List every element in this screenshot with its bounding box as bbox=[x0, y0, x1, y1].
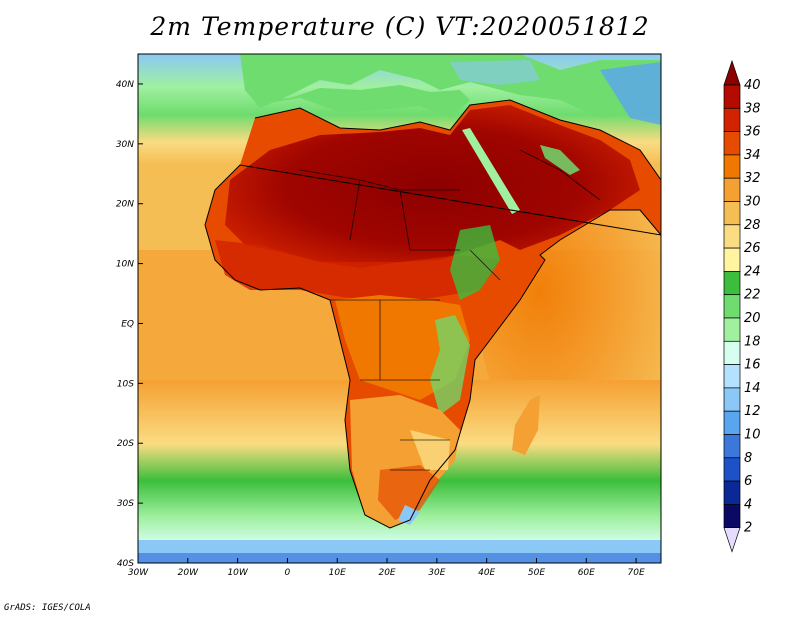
colorbar-label: 28 bbox=[744, 218, 761, 233]
colorbar-swatch bbox=[723, 434, 741, 459]
colorbar-swatch bbox=[723, 340, 741, 365]
colorbar-label: 4 bbox=[744, 497, 752, 512]
southern-africa bbox=[350, 395, 460, 528]
colorbar-label: 8 bbox=[744, 451, 752, 466]
colorbar-swatch bbox=[723, 504, 741, 529]
lon-tick-label: 30W bbox=[128, 568, 149, 578]
colorbar-label: 24 bbox=[744, 264, 761, 279]
colorbar-label: 38 bbox=[744, 101, 761, 116]
sahel-band bbox=[215, 240, 500, 300]
colorbar-swatch bbox=[723, 387, 741, 412]
persian-gulf bbox=[540, 145, 580, 175]
colorbar-swatch bbox=[723, 131, 741, 156]
kalahari bbox=[378, 465, 440, 520]
colorbar-swatch bbox=[723, 457, 741, 482]
colorbar-label: 34 bbox=[744, 148, 761, 163]
mediterranean-sea bbox=[255, 85, 470, 118]
colorbar-label: 30 bbox=[744, 195, 761, 210]
colorbar-swatch bbox=[723, 84, 741, 109]
colorbar-label: 26 bbox=[744, 241, 761, 256]
red-sea bbox=[462, 128, 520, 214]
colorbar-label: 12 bbox=[744, 404, 761, 419]
colorbar-label: 16 bbox=[744, 358, 761, 373]
lat-tick-label: 40N bbox=[116, 80, 134, 90]
central-asia-mountains bbox=[600, 62, 661, 125]
colorbar-swatch bbox=[723, 201, 741, 226]
colorbar-label: 6 bbox=[744, 474, 752, 489]
great-lakes-highlands bbox=[430, 315, 470, 415]
lat-tick-label: 10S bbox=[117, 379, 134, 389]
colorbar-swatch bbox=[723, 271, 741, 296]
map-field bbox=[138, 54, 661, 563]
colorbar-swatch bbox=[723, 247, 741, 272]
lon-tick-label: 60E bbox=[578, 568, 595, 578]
colorbar-label: 40 bbox=[744, 78, 761, 93]
lat-tick-label: 20N bbox=[116, 200, 134, 210]
lon-tick-label: 20W bbox=[178, 568, 199, 578]
lon-tick-label: 10W bbox=[227, 568, 248, 578]
colorbar: 40 38 36 34 32 30 28 26 24 22 20 18 16 14 12 10 8 6 4 2 bbox=[723, 59, 761, 553]
colorbar-label: 14 bbox=[744, 381, 761, 396]
lat-tick-label: EQ bbox=[121, 319, 134, 329]
colorbar-swatch bbox=[723, 154, 741, 179]
colorbar-label: 22 bbox=[744, 288, 761, 303]
lon-tick-label: 40E bbox=[478, 568, 495, 578]
colorbar-label: 18 bbox=[744, 334, 761, 349]
ethiopian-highlands bbox=[450, 225, 500, 300]
europe-land bbox=[240, 54, 661, 118]
lon-tick-label: 0 bbox=[285, 568, 291, 578]
lat-tick-label: 20S bbox=[117, 439, 134, 449]
madagascar bbox=[512, 395, 540, 455]
colorbar-label: 2 bbox=[744, 521, 752, 536]
sahara-hot-zone bbox=[225, 105, 640, 268]
credit-text: GrADS: IGES/COLA bbox=[4, 603, 91, 613]
colorbar-swatch bbox=[723, 294, 741, 319]
longitude-ticks: 30W 20W 10W 0 10E 20E 30E 40E 50E 60E 70E bbox=[128, 558, 645, 578]
lon-tick-label: 50E bbox=[528, 568, 545, 578]
colorbar-label: 20 bbox=[744, 311, 761, 326]
colorbar-label: 36 bbox=[744, 125, 761, 140]
colorbar-swatch bbox=[723, 364, 741, 389]
lon-tick-label: 70E bbox=[628, 568, 645, 578]
colorbar-swatch bbox=[723, 177, 741, 202]
coastline bbox=[204, 99, 661, 529]
lon-tick-label: 30E bbox=[428, 568, 445, 578]
lon-tick-label: 10E bbox=[329, 568, 346, 578]
colorbar-bottom-arrow bbox=[723, 527, 741, 553]
colorbar-top-arrow bbox=[723, 59, 741, 86]
black-sea bbox=[450, 60, 540, 85]
lon-tick-label: 20E bbox=[378, 568, 395, 578]
colorbar-swatch bbox=[723, 224, 741, 249]
plot-frame bbox=[137, 53, 662, 564]
lat-tick-label: 30N bbox=[116, 140, 134, 150]
colorbar-swatch bbox=[723, 480, 741, 505]
country-borders bbox=[299, 149, 601, 471]
colorbar-label: 32 bbox=[744, 171, 761, 186]
south-ocean-coldest bbox=[138, 553, 661, 563]
lat-tick-label: 30S bbox=[117, 499, 134, 509]
colorbar-swatch bbox=[723, 107, 741, 132]
lat-tick-label: 10N bbox=[116, 260, 134, 270]
colorbar-swatch bbox=[723, 410, 741, 435]
latitude-ticks: 40N 30N 20N 10N EQ 10S 20S 30S 40S bbox=[116, 80, 143, 569]
map-title: 2m Temperature (C) VT:2020051812 bbox=[150, 12, 650, 41]
colorbar-label: 10 bbox=[744, 428, 761, 443]
colorbar-swatch bbox=[723, 317, 741, 342]
lat-tick-label: 40S bbox=[117, 559, 134, 569]
